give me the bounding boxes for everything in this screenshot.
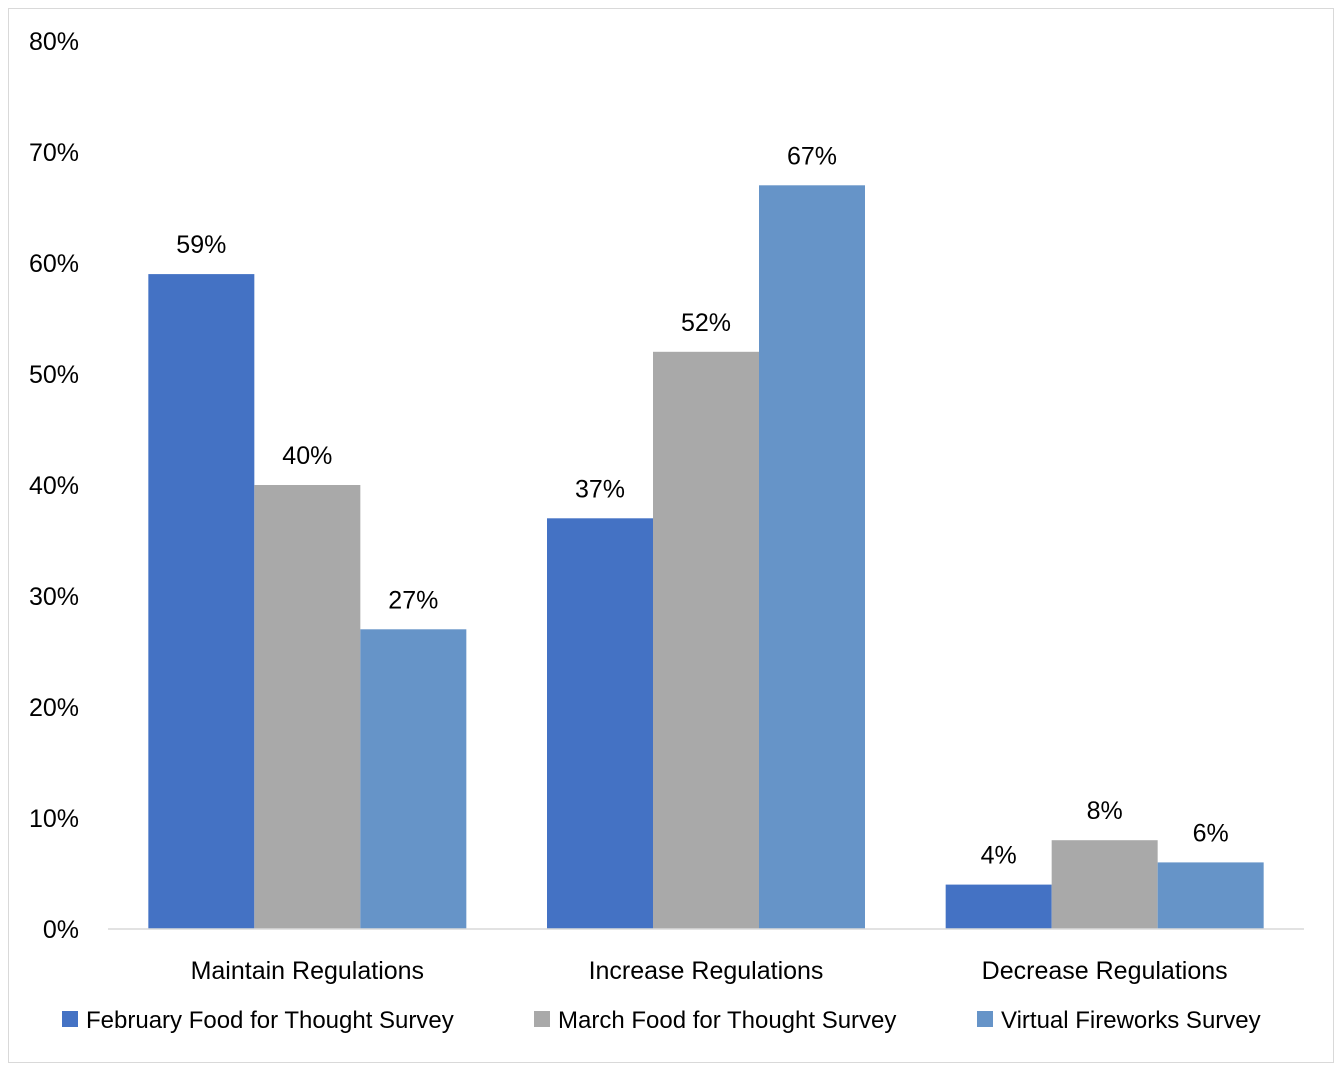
x-tick-label: Increase Regulations [589,957,824,985]
y-tick-label: 60% [29,250,79,278]
bar [945,884,1052,929]
bar [148,274,255,930]
category-labels: Maintain Regulations Increase Regulations… [191,957,1228,985]
legend: February Food for Thought Survey March Fo… [62,1007,1261,1034]
y-tick-label: 80% [29,28,79,56]
legend-label: Virtual Fireworks Survey [1001,1007,1261,1034]
y-tick-label: 0% [43,916,79,944]
legend-label: March Food for Thought Survey [558,1007,896,1034]
bar [254,485,361,929]
x-tick-label: Maintain Regulations [191,957,424,985]
y-tick-label: 50% [29,361,79,389]
data-label: 67% [787,142,837,170]
data-labels: 59% 40% 27% 37% 52% 67% 4% 8% 6% [176,142,1228,869]
y-tick-label: 70% [29,139,79,167]
y-tick-label: 20% [29,694,79,722]
data-label: 59% [176,231,226,259]
data-label: 52% [681,309,731,337]
legend-label: February Food for Thought Survey [86,1007,454,1034]
bar [360,629,467,929]
bar [1051,840,1158,929]
data-label: 37% [575,475,625,503]
data-label: 40% [282,442,332,470]
x-tick-label: Decrease Regulations [982,957,1228,985]
data-label: 8% [1087,797,1123,825]
bar [759,185,865,930]
y-tick-label: 30% [29,583,79,611]
y-tick-label: 40% [29,472,79,500]
data-label: 4% [981,842,1017,870]
bar [547,518,653,929]
data-label: 6% [1193,819,1229,847]
bar [653,351,759,929]
legend-swatch [62,1011,78,1027]
legend-swatch [534,1011,550,1027]
bars [148,185,1264,930]
legend-swatch [977,1011,993,1027]
y-axis: 0% 10% 20% 30% 40% 50% 60% 70% 80% [29,28,79,944]
data-label: 27% [388,586,438,614]
bar [1157,862,1264,929]
y-tick-label: 10% [29,805,79,833]
